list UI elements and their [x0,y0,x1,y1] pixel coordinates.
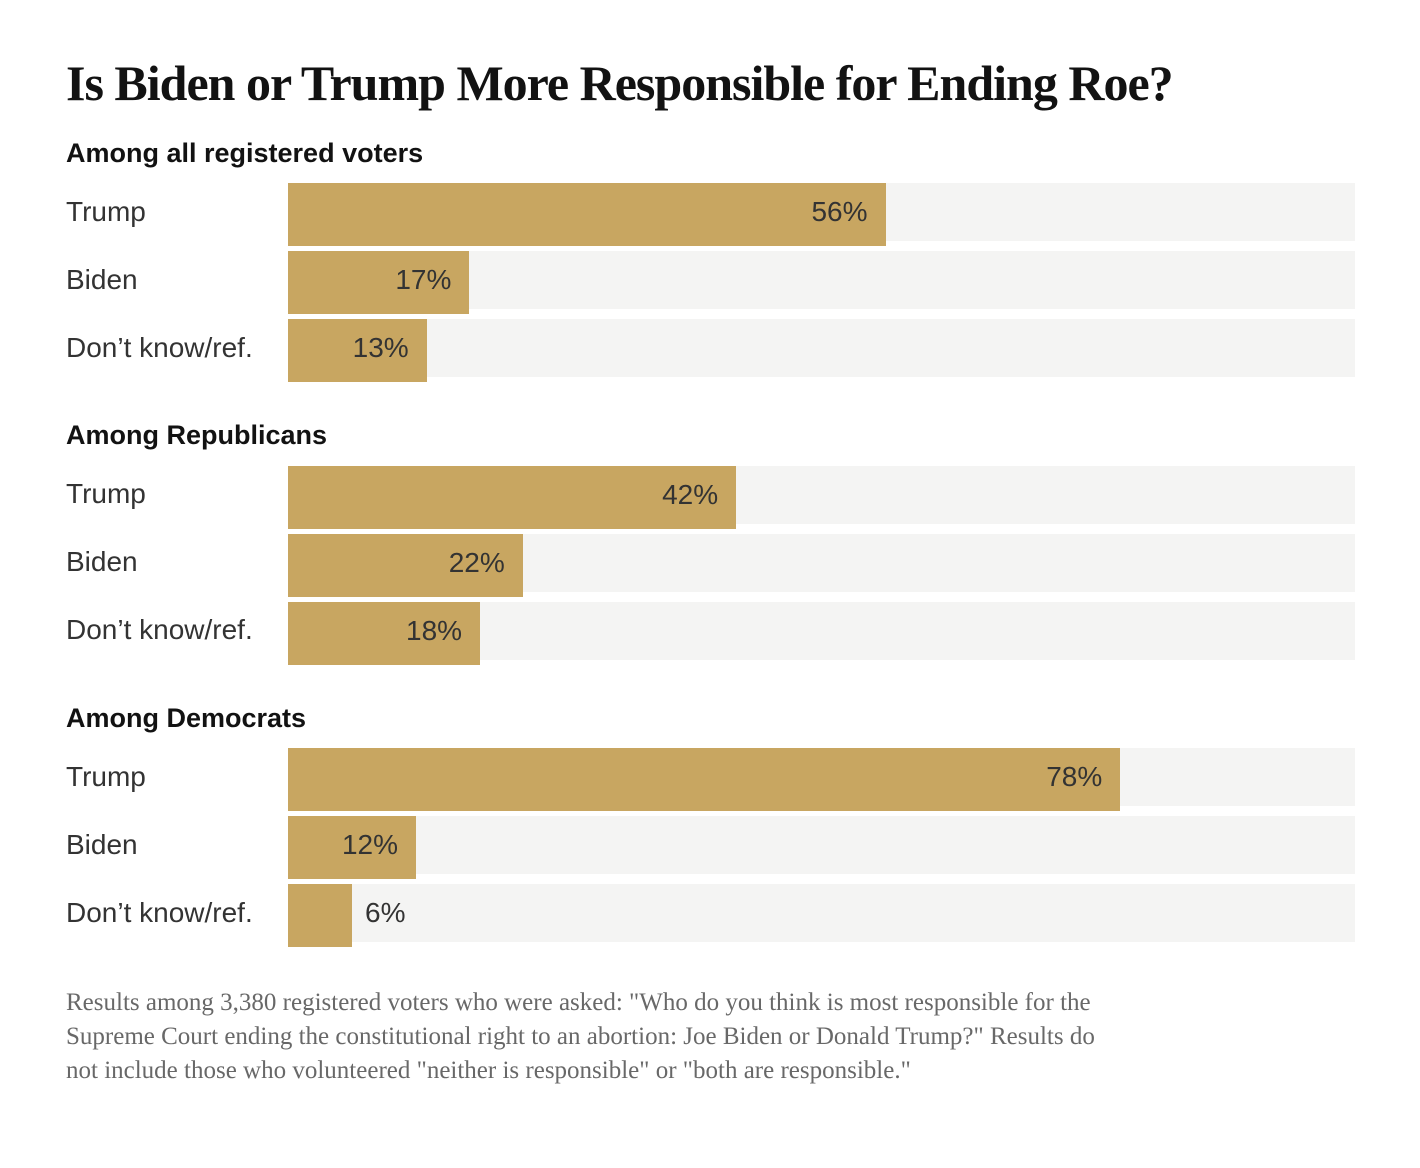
bar-row: Trump 42% [66,465,1355,529]
group-republicans: Among Republicans Trump 42% Biden 22% Do… [66,419,1355,665]
value-label: 18% [406,614,463,646]
value-label: 78% [1046,761,1103,793]
row-label: Biden [66,263,138,295]
row-label: Don’t know/ref. [66,614,253,646]
row-label: Don’t know/ref. [66,896,253,928]
bar-track: 12% [288,816,1355,880]
bar-track: 18% [288,601,1355,665]
bar-row: Don’t know/ref. 13% [66,319,1355,383]
value-label: 13% [352,332,409,364]
bar [288,319,427,383]
bar [288,748,1121,812]
value-label: 6% [365,897,406,929]
bar-row: Trump 78% [66,748,1355,812]
bar-row: Don’t know/ref. 18% [66,601,1355,665]
bar-row: Biden 12% [66,816,1355,880]
bar [288,183,886,247]
group-democrats: Among Democrats Trump 78% Biden 12% Don’… [66,702,1355,948]
value-label: 17% [395,264,452,296]
group-all-registered-voters: Among all registered voters Trump 56% Bi… [66,137,1355,383]
bar-row: Biden 22% [66,533,1355,597]
bar [288,465,737,529]
footnote-line: Supreme Court ending the constitutional … [66,1023,1095,1051]
bar [288,251,470,315]
row-label: Trump [66,195,146,227]
group-heading: Among all registered voters [66,138,424,168]
bar [288,884,353,948]
chart-title: Is Biden or Trump More Responsible for E… [66,55,1174,111]
row-label: Biden [66,546,138,578]
value-label: 42% [662,478,719,510]
bar-track: 42% [288,465,1355,529]
bar-track: 56% [288,183,1355,247]
row-label: Trump [66,760,146,792]
chart-container: Is Biden or Trump More Responsible for E… [66,55,1355,1088]
bar-row: Biden 17% [66,251,1355,315]
value-label: 12% [341,829,399,861]
group-heading: Among Democrats [66,702,307,733]
value-label: 22% [448,546,505,578]
bar [288,533,523,597]
bar [288,816,417,880]
bar [288,601,481,665]
row-label: Trump [66,478,146,510]
row-label: Biden [66,828,138,860]
value-label: 56% [811,196,868,228]
bar-row: Don’t know/ref. 6% [66,884,1355,948]
bar-row: Trump 56% [66,183,1355,247]
bar-track: 6% [288,884,1355,948]
footnote: Results among 3,380 registered voters wh… [66,986,1355,1088]
group-heading: Among Republicans [66,420,328,451]
footnote-line: not include those who volunteered "neith… [66,1057,911,1085]
row-label: Don’t know/ref. [66,331,253,363]
bar-track: 22% [288,533,1355,597]
bar-track: 13% [288,319,1355,383]
bar-track: 78% [288,748,1355,812]
bar-track: 17% [288,251,1355,315]
footnote-line: Results among 3,380 registered voters wh… [66,989,1091,1017]
